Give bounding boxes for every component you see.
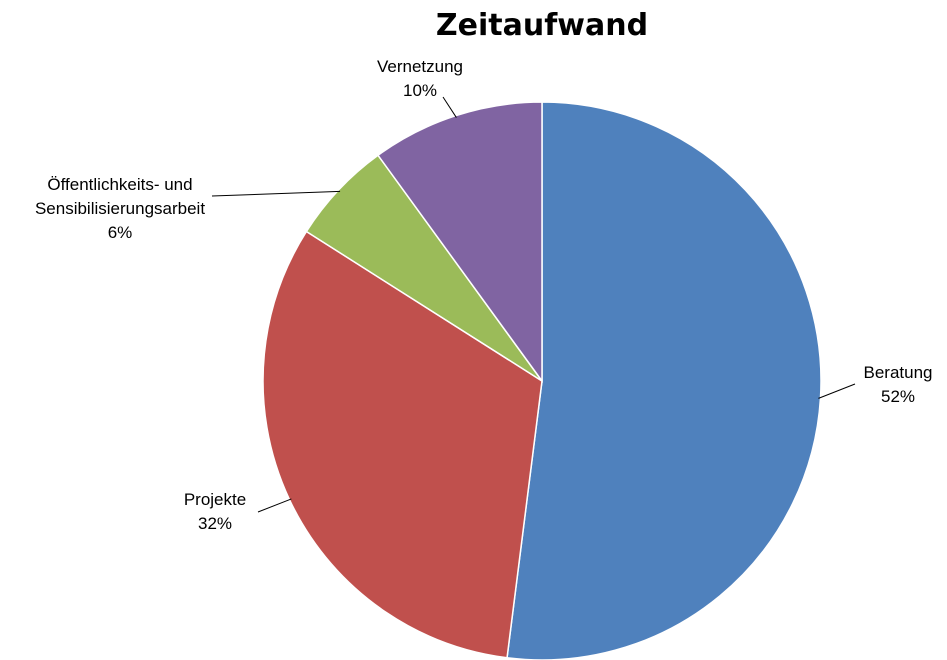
leader-line [442, 96, 457, 118]
slice-label: Projekte [184, 490, 246, 509]
leader-line [818, 383, 856, 399]
pie-slice [506, 101, 822, 660]
slice-label: Öffentlichkeits- und Sensibilisierungsarb… [35, 175, 205, 218]
slice-label: Beratung [864, 363, 933, 382]
slice-value-label: 10% [403, 81, 437, 100]
slice-label: Vernetzung [377, 57, 463, 76]
chart-title: Zeitaufwand [436, 8, 648, 43]
slice-value-label: 52% [881, 387, 915, 406]
leader-line [257, 498, 292, 513]
leader-line [211, 190, 341, 197]
slice-value-label: 6% [108, 223, 133, 242]
slice-value-label: 32% [198, 514, 232, 533]
